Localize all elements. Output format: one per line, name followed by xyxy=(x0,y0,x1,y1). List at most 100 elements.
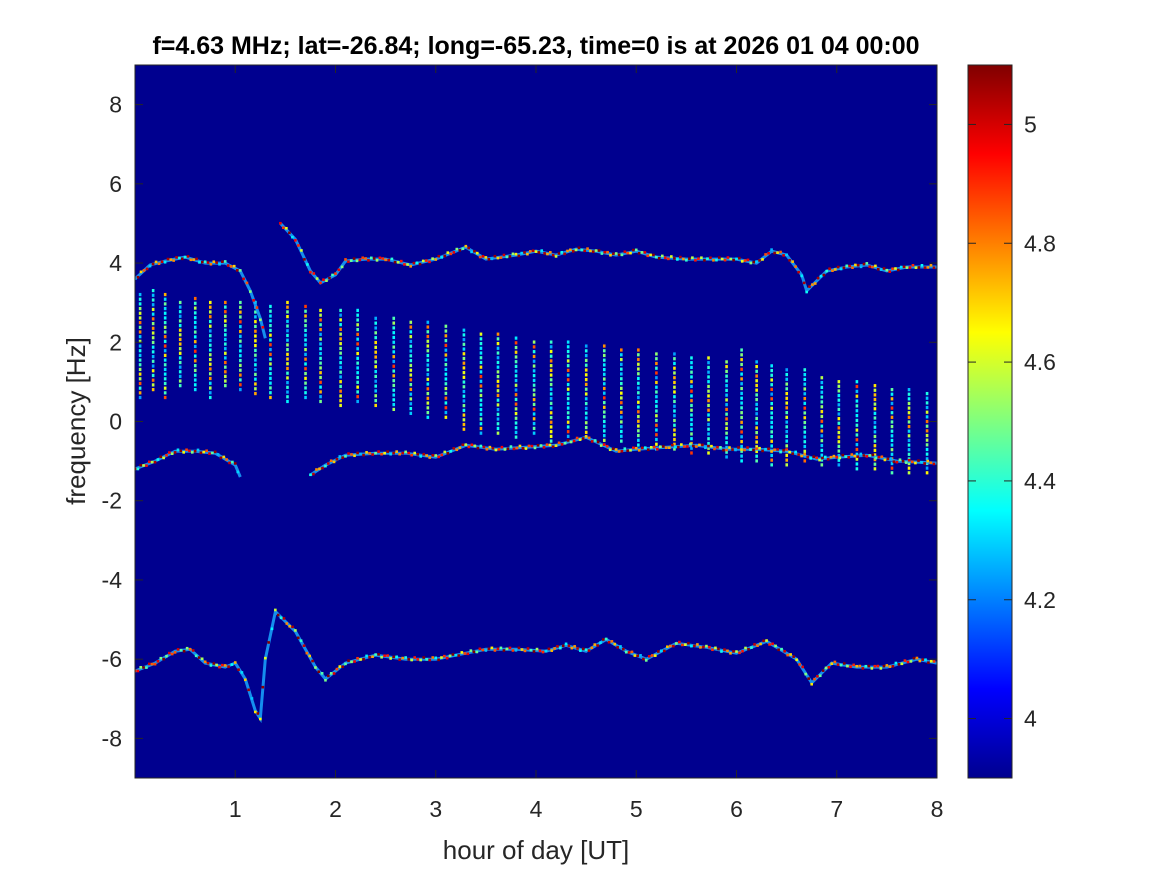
trace-cell xyxy=(279,616,283,620)
stripe-cell xyxy=(655,366,658,370)
stripe-cell xyxy=(151,317,155,321)
stripe-cell xyxy=(725,422,728,426)
trace-cell xyxy=(652,253,655,257)
trace-cell xyxy=(821,456,824,460)
trace-cell xyxy=(626,449,629,452)
trace-cell xyxy=(261,325,265,329)
stripe-cell xyxy=(462,347,466,351)
trace-cell xyxy=(703,258,706,262)
trace-cell xyxy=(691,256,694,259)
stripe-cell xyxy=(514,402,518,406)
stripe-cell xyxy=(770,401,773,406)
trace-cell xyxy=(660,649,663,653)
stripe-cell xyxy=(409,378,413,382)
stripe-cell xyxy=(319,371,322,375)
trace-cell xyxy=(709,256,712,260)
stripe-cell xyxy=(286,343,289,347)
trace-cell xyxy=(410,658,413,662)
trace-cell xyxy=(834,268,837,271)
stripe-cell xyxy=(444,362,448,367)
x-tick-label: 5 xyxy=(630,796,643,822)
trace-cell xyxy=(797,270,800,274)
stripe-cell xyxy=(319,395,322,399)
stripe-cell xyxy=(690,380,693,384)
trace-cell xyxy=(412,261,416,265)
trace-cell xyxy=(902,265,906,269)
trace-cell xyxy=(773,251,776,255)
stripe-cell xyxy=(855,423,859,427)
trace-cell xyxy=(698,443,701,447)
stripe-cell xyxy=(620,362,623,366)
stripe-cell xyxy=(907,415,911,419)
stripe-cell xyxy=(566,364,570,368)
trace-cell xyxy=(409,265,412,268)
y-tick-label: -2 xyxy=(102,488,122,514)
trace-cell xyxy=(868,265,871,268)
trace-cell xyxy=(544,649,548,653)
trace-cell xyxy=(306,263,309,266)
trace-cell xyxy=(484,649,488,652)
trace-cell xyxy=(758,259,761,262)
trace-cell xyxy=(139,463,143,467)
trace-cell xyxy=(353,660,356,663)
trace-cell xyxy=(215,261,218,264)
trace-cell xyxy=(556,645,559,648)
trace-cell xyxy=(726,256,730,259)
trace-cell xyxy=(624,650,628,654)
trace-cell xyxy=(270,627,274,631)
trace-cell xyxy=(590,646,594,650)
stripe-cell xyxy=(514,350,518,354)
trace-cell xyxy=(824,666,828,670)
trace-cell xyxy=(614,448,618,451)
stripe-cell xyxy=(673,404,676,408)
stripe-cell xyxy=(339,394,342,398)
trace-cell xyxy=(425,454,429,457)
stripe-cell xyxy=(549,359,553,363)
stripe-cell xyxy=(637,372,640,376)
trace-cell xyxy=(461,247,465,251)
stripe-cell xyxy=(496,337,500,341)
trace-cell xyxy=(602,443,606,446)
stripe-cell xyxy=(254,387,257,391)
stripe-cell xyxy=(193,335,197,339)
trace-cell xyxy=(517,254,521,258)
trace-cell xyxy=(549,251,552,254)
stripe-cell xyxy=(770,411,773,415)
trace-cell xyxy=(617,253,621,257)
stripe-cell xyxy=(239,354,242,358)
colorbar-tick-label: 4.4 xyxy=(1024,468,1056,494)
trace-cell xyxy=(358,258,362,262)
stripe-cell xyxy=(673,385,676,389)
trace-cell xyxy=(380,655,383,659)
stripe-cell xyxy=(655,395,658,399)
trace-cell xyxy=(770,450,773,453)
trace-cell xyxy=(332,672,336,675)
stripe-cell xyxy=(532,412,536,416)
stripe-cell xyxy=(890,471,894,475)
stripe-cell xyxy=(925,438,929,442)
stripe-cell xyxy=(514,421,518,425)
trace-cell xyxy=(252,299,255,302)
stripe-cell xyxy=(620,377,623,381)
trace-cell xyxy=(317,670,321,674)
stripe-cell xyxy=(193,301,197,305)
stripe-cell xyxy=(339,351,342,355)
trace-cell xyxy=(593,643,597,646)
trace-cell xyxy=(347,659,350,662)
stripe-cell xyxy=(690,432,693,436)
stripe-cell xyxy=(803,435,807,439)
trace-cell xyxy=(767,447,770,451)
trace-cell xyxy=(221,663,224,667)
stripe-cell xyxy=(339,332,342,336)
stripe-cell xyxy=(803,440,807,444)
stripe-cell xyxy=(286,381,289,385)
stripe-cell xyxy=(907,466,911,470)
stripe-cell xyxy=(725,369,728,373)
stripe-cell xyxy=(673,371,676,375)
stripe-cell xyxy=(286,395,289,399)
plot-area xyxy=(134,64,938,779)
stripe-cell xyxy=(462,418,466,422)
trace-cell xyxy=(475,251,479,255)
stripe-cell xyxy=(269,391,272,395)
trace-cell xyxy=(679,255,682,259)
